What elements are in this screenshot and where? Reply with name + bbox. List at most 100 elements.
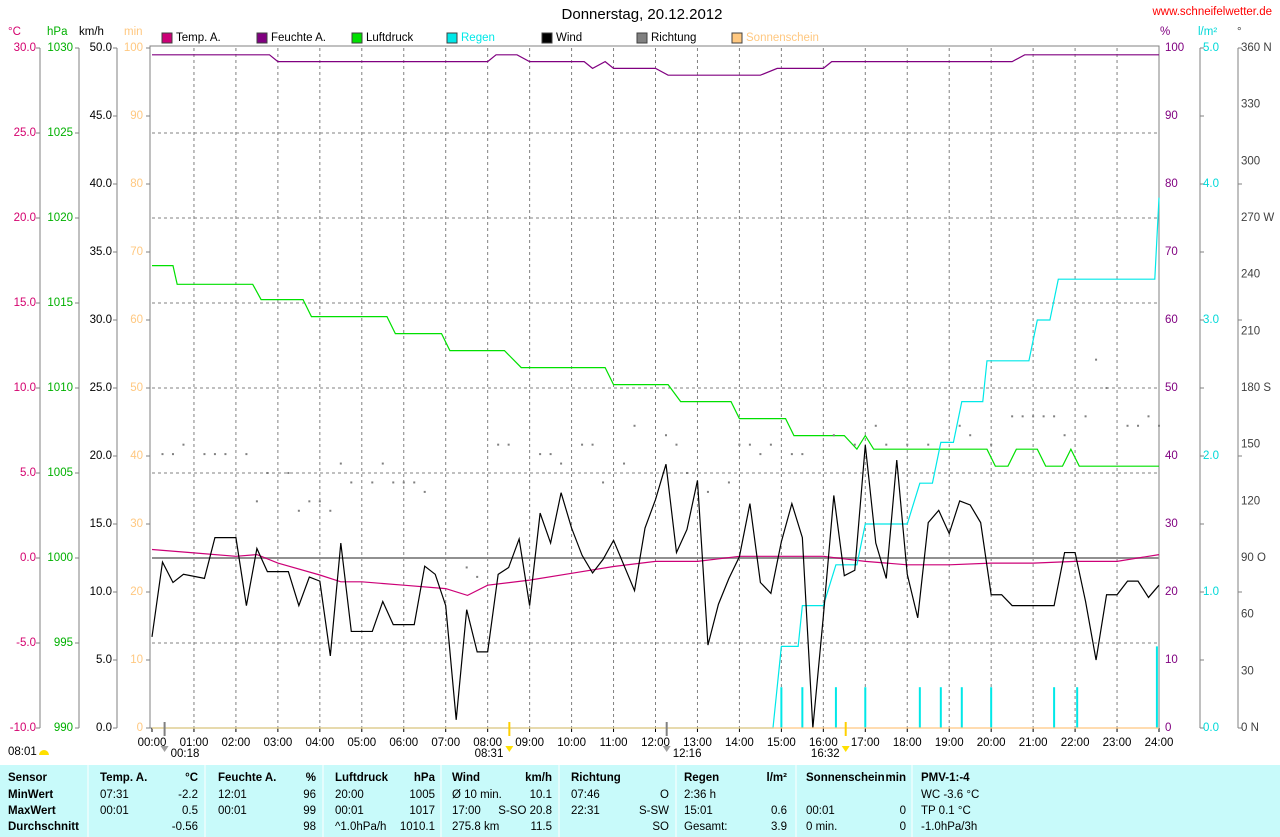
table-header: Regen bbox=[684, 772, 719, 784]
y-tick-label: 0 bbox=[1165, 722, 1171, 734]
direction-dot bbox=[413, 481, 416, 484]
y-tick-label: 10.0 bbox=[90, 586, 112, 598]
table-cell: 00:01 bbox=[100, 805, 129, 817]
y-tick-label: 0.0 bbox=[20, 552, 36, 564]
table-cell: 275.8 km bbox=[452, 821, 499, 833]
table-cell: S-SO 20.8 bbox=[498, 805, 552, 817]
sun-icon bbox=[39, 750, 49, 755]
direction-dot bbox=[371, 481, 374, 484]
y-tick-label: 150 bbox=[1241, 439, 1260, 451]
table-header: km/h bbox=[525, 772, 552, 784]
x-tick-label: 11:00 bbox=[600, 737, 628, 749]
y-tick-label: 50.0 bbox=[90, 42, 112, 54]
y-tick-label: 100 bbox=[124, 42, 143, 54]
y-tick-label: 30.0 bbox=[14, 42, 36, 54]
table-cell: 00:01 bbox=[335, 805, 364, 817]
event-label: 08:31 bbox=[475, 748, 504, 760]
event-icon bbox=[505, 746, 514, 752]
y-tick-label: 20.0 bbox=[14, 212, 36, 224]
x-tick-label: 07:00 bbox=[431, 737, 460, 749]
x-tick-label: 16:00 bbox=[809, 737, 838, 749]
axis-header: % bbox=[1160, 26, 1170, 38]
x-tick-label: 21:00 bbox=[1019, 737, 1048, 749]
chart-title: Donnerstag, 20.12.2012 bbox=[562, 6, 723, 23]
axis-header: min bbox=[124, 26, 143, 38]
y-tick-label: 1015 bbox=[47, 297, 73, 309]
direction-dot bbox=[906, 443, 909, 446]
direction-dot bbox=[874, 424, 877, 427]
legend-label: Wind bbox=[556, 32, 582, 44]
x-tick-label: 17:00 bbox=[851, 737, 880, 749]
x-tick-label: 13:00 bbox=[683, 737, 712, 749]
direction-dot bbox=[706, 490, 709, 493]
direction-dot bbox=[801, 453, 804, 456]
direction-dot bbox=[738, 443, 741, 446]
series-line bbox=[152, 54, 1159, 76]
y-tick-label: 70 bbox=[130, 246, 143, 258]
table-header: min bbox=[886, 772, 906, 784]
legend-label: Luftdruck bbox=[366, 32, 414, 44]
table-header: Temp. A. bbox=[100, 772, 147, 784]
direction-dot bbox=[255, 500, 258, 503]
direction-dot bbox=[790, 453, 793, 456]
y-tick-label: 10 bbox=[1165, 654, 1178, 666]
direction-dot bbox=[308, 500, 311, 503]
table-header: Durchschnitt bbox=[8, 821, 79, 833]
direction-dot bbox=[465, 566, 468, 569]
y-tick-label: 50 bbox=[1165, 382, 1178, 394]
direction-dot bbox=[476, 575, 479, 578]
x-tick-label: 18:00 bbox=[893, 737, 922, 749]
table-cell: 0 bbox=[900, 821, 906, 833]
table-cell: 0.5 bbox=[182, 805, 198, 817]
direction-dot bbox=[392, 481, 395, 484]
direction-dot bbox=[1137, 424, 1140, 427]
event-icon bbox=[841, 746, 850, 752]
y-tick-label: 990 bbox=[54, 722, 73, 734]
axis-header: l/m² bbox=[1198, 26, 1217, 38]
table-cell: ^1.0hPa/h bbox=[335, 821, 386, 833]
y-tick-label: 1.0 bbox=[1203, 586, 1219, 598]
y-tick-label: 60 bbox=[130, 314, 143, 326]
direction-dot bbox=[990, 443, 993, 446]
direction-dot bbox=[1095, 358, 1098, 361]
y-tick-label: 25.0 bbox=[90, 382, 112, 394]
direction-dot bbox=[423, 490, 426, 493]
direction-dot bbox=[727, 481, 730, 484]
y-tick-label: 2.0 bbox=[1203, 450, 1219, 462]
axis-header: km/h bbox=[79, 26, 104, 38]
direction-dot bbox=[245, 453, 248, 456]
axis-header: ° bbox=[1237, 26, 1242, 38]
y-tick-label: 20 bbox=[130, 586, 143, 598]
table-cell: -0.56 bbox=[172, 821, 198, 833]
direction-dot bbox=[1158, 424, 1160, 427]
table-cell: O bbox=[660, 789, 669, 801]
direction-dot bbox=[339, 462, 342, 465]
x-tick-label: 04:00 bbox=[305, 737, 334, 749]
y-tick-label: 120 bbox=[1241, 495, 1260, 507]
x-tick-label: 06:00 bbox=[389, 737, 418, 749]
table-header: Wind bbox=[452, 772, 480, 784]
x-tick-label: 15:00 bbox=[767, 737, 796, 749]
legend-label: Sonnenschein bbox=[746, 32, 819, 44]
direction-dot bbox=[832, 434, 835, 437]
y-tick-label: 1000 bbox=[47, 552, 73, 564]
table-cell: 17:00 bbox=[452, 805, 481, 817]
axis-header: °C bbox=[8, 26, 21, 38]
table-cell: 07:31 bbox=[100, 789, 129, 801]
y-tick-label: 0 N bbox=[1241, 722, 1259, 734]
direction-dot bbox=[1147, 415, 1150, 418]
table-cell: 00:01 bbox=[218, 805, 247, 817]
table-cell: WC -3.6 °C bbox=[921, 789, 979, 801]
y-tick-label: 90 bbox=[1165, 110, 1178, 122]
table-header: Richtung bbox=[571, 772, 621, 784]
source-link: www.schneifelwetter.de bbox=[1151, 6, 1272, 18]
table-cell: -1.0hPa/3h bbox=[921, 821, 977, 833]
y-tick-label: 90 O bbox=[1241, 552, 1266, 564]
direction-dot bbox=[287, 472, 290, 474]
table-header: % bbox=[306, 772, 316, 784]
y-tick-label: 15.0 bbox=[14, 297, 36, 309]
y-tick-label: 5.0 bbox=[1203, 42, 1219, 54]
y-tick-label: 180 S bbox=[1241, 382, 1271, 394]
y-tick-label: 1030 bbox=[47, 42, 73, 54]
